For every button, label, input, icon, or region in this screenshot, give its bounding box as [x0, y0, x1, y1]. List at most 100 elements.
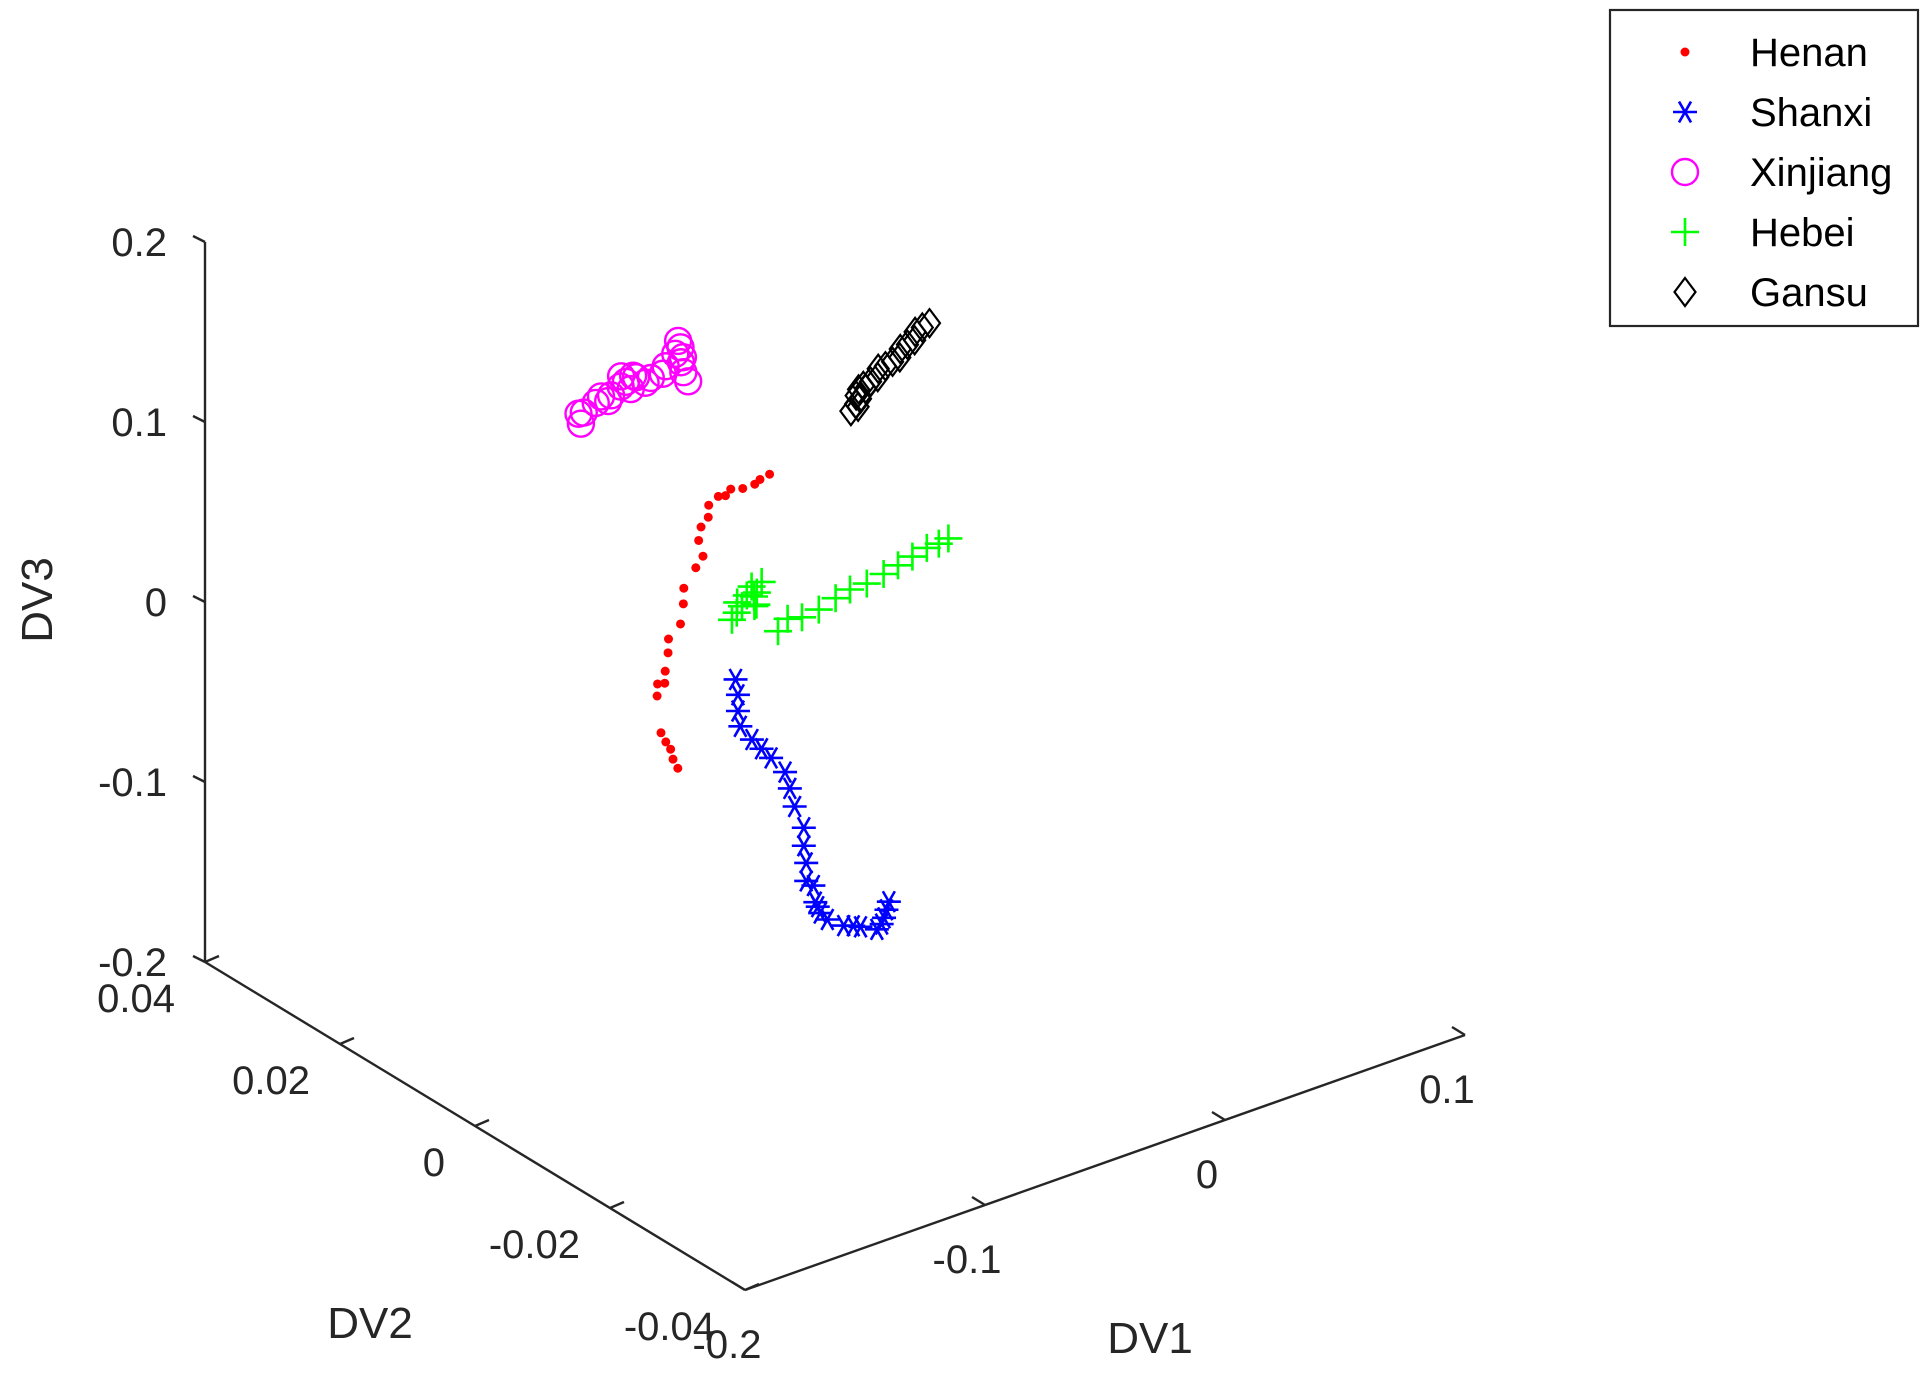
data-point-henan: [755, 474, 765, 484]
z-axis-label: DV3: [13, 557, 62, 643]
data-point-xinjiang: [666, 348, 696, 377]
data-point-hebei: [804, 595, 833, 624]
series-gansu: [839, 307, 942, 427]
legend-item-xinjiang: Xinjiang: [1670, 151, 1892, 195]
y-tick-label: 0.02: [232, 1059, 310, 1103]
data-point-henan: [721, 491, 730, 501]
legend-marker-henan: [1680, 47, 1690, 57]
data-point-henan: [696, 522, 706, 532]
data-point-henan: [704, 500, 714, 510]
legend: Henan Shanxi Xinjiang Hebei Gansu: [1608, 8, 1920, 328]
data-point-hebei: [869, 560, 898, 588]
data-point-hebei: [742, 578, 771, 607]
legend-box: [1608, 8, 1920, 328]
data-point-henan: [664, 634, 673, 644]
y-tick: [204, 954, 220, 964]
z-tick-label: -0.1: [98, 761, 167, 805]
data-point-gansu: [846, 373, 871, 406]
legend-item-shanxi: Shanxi: [1673, 91, 1872, 135]
data-point-hebei: [912, 533, 941, 562]
x-tick-label: 0.1: [1419, 1068, 1475, 1112]
data-point-henan: [703, 512, 713, 522]
data-point-henan: [673, 763, 683, 773]
legend-label: Hebei: [1750, 211, 1855, 255]
data-point-shanxi: [777, 777, 802, 800]
data-point-henan: [661, 737, 671, 747]
data-point-henan: [668, 754, 678, 764]
legend-marker-hebei: [1671, 218, 1699, 246]
legend-label: Xinjiang: [1750, 151, 1892, 195]
y-tick: [609, 1200, 625, 1210]
data-point-shanxi: [848, 915, 873, 938]
data-point-gansu: [844, 379, 869, 412]
data-point-henan: [652, 691, 662, 701]
data-points: [564, 307, 963, 941]
data-point-henan: [765, 469, 775, 479]
x-axis-label: DV1: [1107, 1314, 1193, 1363]
data-point-hebei: [836, 575, 864, 604]
x-tick-label: -0.2: [693, 1323, 762, 1367]
data-point-shanxi: [876, 890, 901, 913]
data-point-gansu: [866, 352, 891, 385]
data-point-hebei: [788, 603, 816, 632]
data-point-henan: [694, 535, 704, 545]
legend-marker-shanxi: [1673, 100, 1697, 124]
z-tick-label: 0.2: [111, 221, 167, 265]
data-point-shanxi: [773, 761, 798, 784]
y-tick: [474, 1118, 490, 1128]
data-point-shanxi: [791, 816, 816, 839]
data-point-gansu: [910, 311, 935, 344]
legend-marker-xinjiang: [1670, 157, 1700, 187]
y-tick: [339, 1036, 355, 1046]
data-point-hebei: [852, 569, 881, 598]
data-point-shanxi: [728, 715, 753, 738]
data-point-henan: [666, 744, 676, 754]
data-point-henan: [713, 491, 723, 501]
x-tick-label: -0.1: [933, 1238, 1002, 1282]
data-point-gansu: [895, 328, 920, 361]
y-tick-label: -0.02: [489, 1223, 580, 1267]
x-tick: [1451, 1025, 1466, 1037]
y-tick-label: 0: [423, 1141, 445, 1185]
data-point-shanxi: [759, 746, 784, 770]
x-tick-label: 0: [1196, 1153, 1218, 1197]
series-xinjiang: [564, 326, 703, 438]
y-tick-label: 0.04: [97, 977, 175, 1021]
y-tick-label: -0.04: [624, 1305, 715, 1349]
axes: -0.2-0.100.1-0.04-0.0200.020.04-0.2-0.10…: [97, 221, 1475, 1367]
y-axis-label: DV2: [327, 1299, 413, 1348]
legend-marker-gansu: [1673, 276, 1697, 308]
z-tick-label: -0.2: [98, 941, 167, 985]
legend-label: Gansu: [1750, 271, 1868, 315]
data-point-shanxi: [749, 737, 774, 760]
z-tick-label: 0: [145, 581, 167, 625]
data-point-hebei: [884, 551, 912, 580]
data-point-hebei: [821, 584, 850, 613]
legend-item-hebei: Hebei: [1671, 211, 1855, 255]
x-tick: [971, 1195, 986, 1207]
data-point-shanxi: [801, 874, 826, 897]
z-tick: [192, 234, 206, 244]
data-point-shanxi: [725, 699, 750, 723]
data-point-xinjiang: [673, 367, 703, 396]
series-hebei: [717, 524, 963, 646]
series-henan: [652, 469, 775, 773]
data-point-henan: [653, 679, 663, 689]
data-point-henan: [691, 563, 701, 573]
data-point-hebei: [898, 542, 927, 571]
legend-item-gansu: Gansu: [1673, 271, 1868, 315]
data-point-shanxi: [739, 728, 764, 751]
data-point-henan: [698, 551, 708, 561]
data-point-shanxi: [723, 668, 748, 691]
data-point-hebei: [740, 592, 769, 621]
z-tick: [192, 954, 206, 964]
data-point-xinjiang: [581, 388, 610, 418]
legend-item-henan: Henan: [1680, 31, 1868, 75]
x-tick: [731, 1280, 746, 1292]
legend-label: Henan: [1750, 31, 1868, 75]
data-point-hebei: [773, 604, 802, 633]
x-tick: [1211, 1110, 1226, 1122]
data-point-henan: [726, 484, 736, 494]
data-point-shanxi: [794, 869, 819, 892]
